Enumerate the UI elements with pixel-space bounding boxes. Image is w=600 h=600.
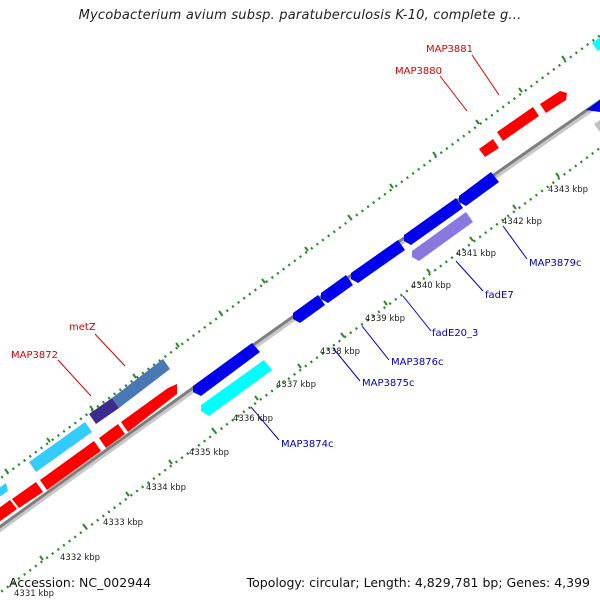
outer-major-tick (347, 214, 352, 220)
leader-line (439, 75, 468, 112)
leader-line (332, 347, 361, 382)
inner-major-tick (512, 204, 517, 210)
cds-arrow-reverse (459, 172, 499, 206)
outer-major-tick (561, 55, 566, 61)
inner-tick-ring (0, 147, 600, 595)
cds-arrow-forward (0, 500, 17, 522)
outer-major-tick (389, 183, 394, 189)
gene-label-map3881[interactable]: MAP3881 (426, 44, 473, 55)
outer-tick-ring (0, 33, 600, 481)
cds-arrow-reverse (293, 295, 325, 323)
leader-line (94, 333, 126, 367)
tick-label: 4340 kbp (411, 281, 451, 291)
inner-major-tick (82, 523, 87, 529)
leader-line (455, 260, 484, 292)
gene-label-metz[interactable]: metZ (69, 322, 96, 333)
outer-major-tick (432, 151, 437, 157)
reverse-feature-track (201, 212, 473, 416)
leader-line (57, 359, 92, 397)
accession-text: Accession: NC_002944 (9, 575, 152, 590)
tick-label: 4332 kbp (60, 553, 100, 563)
map-title: Mycobacterium avium subsp. paratuberculo… (78, 8, 522, 23)
outer-major-tick (261, 278, 266, 284)
leader-line (361, 325, 390, 361)
inner-major-tick (168, 459, 173, 465)
label-leaders (57, 54, 528, 441)
tick-label: 4336 kbp (233, 414, 273, 424)
tick-labels: 4331 kbp 4332 kbp 4333 kbp 4334 kbp 4335… (14, 185, 588, 599)
gene-label-fade20-3[interactable]: fadE20_3 (432, 328, 478, 339)
outer-major-tick (89, 405, 94, 411)
tick-label: 4337 kbp (276, 380, 316, 390)
gene-label-map3880[interactable]: MAP3880 (395, 66, 442, 77)
outer-major-tick (518, 87, 523, 93)
feature-box (592, 37, 600, 51)
forward-cds-track (0, 91, 567, 522)
gene-label-map3875c[interactable]: MAP3875c (362, 378, 414, 389)
outer-major-tick (46, 437, 51, 443)
cds-arrow-reverse (404, 198, 463, 245)
feature-box (112, 359, 170, 408)
inner-dotted-line (0, 147, 600, 595)
outer-major-tick (475, 119, 480, 125)
leader-line (471, 54, 500, 96)
cds-arrow-reverse (321, 275, 353, 303)
feature-box (594, 120, 600, 132)
tick-label: 4334 kbp (146, 483, 186, 493)
tick-label: 4341 kbp (456, 249, 496, 259)
tick-label: 4335 kbp (189, 448, 229, 458)
inner-major-tick (211, 427, 216, 433)
feature-box (412, 212, 473, 261)
outer-major-tick (175, 342, 180, 348)
cds-arrow-forward (99, 424, 125, 448)
feature-box (201, 360, 272, 416)
inner-major-tick (125, 491, 130, 497)
outer-major-tick (4, 468, 9, 474)
outer-dotted-line (0, 33, 600, 481)
gene-labels: MAP3881 MAP3880 metZ MAP3872 MAP3879c fa… (11, 44, 581, 450)
gene-label-map3876c[interactable]: MAP3876c (391, 357, 443, 368)
feature-box (0, 483, 8, 497)
topology-summary-text: Topology: circular; Length: 4,829,781 bp… (246, 575, 590, 590)
gene-label-fade7[interactable]: fadE7 (485, 290, 514, 301)
leader-line (402, 295, 432, 332)
gene-label-map3879c[interactable]: MAP3879c (529, 258, 581, 269)
inner-major-tick (297, 363, 302, 369)
forward-feature-track (0, 37, 600, 497)
cds-arrow-forward (479, 139, 499, 157)
leader-line (502, 225, 528, 260)
feature-box (586, 100, 600, 112)
tick-label: 4333 kbp (103, 518, 143, 528)
tick-label: 4338 kbp (320, 347, 360, 357)
gene-label-map3872[interactable]: MAP3872 (11, 350, 58, 361)
feature-box (29, 422, 92, 472)
inner-major-tick (383, 300, 388, 306)
reverse-cds-track (193, 172, 499, 396)
cds-arrow-forward (540, 91, 567, 113)
cds-arrow-forward (12, 482, 43, 508)
cds-arrow-reverse (193, 343, 260, 396)
cds-arrow-forward (121, 384, 177, 432)
feature-box (89, 398, 119, 424)
inner-major-tick (340, 332, 345, 338)
outer-major-tick (304, 246, 309, 252)
inner-major-tick (426, 268, 431, 274)
outer-major-tick (218, 310, 223, 316)
gene-label-map3874c[interactable]: MAP3874c (281, 439, 333, 450)
tick-label: 4339 kbp (365, 314, 405, 324)
tick-label: 4331 kbp (14, 589, 54, 599)
inner-major-tick (254, 395, 259, 401)
leader-line (250, 406, 280, 441)
cds-arrow-forward (497, 107, 539, 141)
inner-major-tick (469, 236, 474, 242)
cds-arrow-reverse (351, 240, 405, 283)
tick-label: 4342 kbp (502, 217, 542, 227)
tick-label: 4343 kbp (548, 185, 588, 195)
inner-major-tick (39, 555, 44, 561)
outer-major-tick (132, 373, 137, 379)
cds-arrow-forward (40, 441, 101, 490)
inner-major-tick (555, 172, 560, 178)
